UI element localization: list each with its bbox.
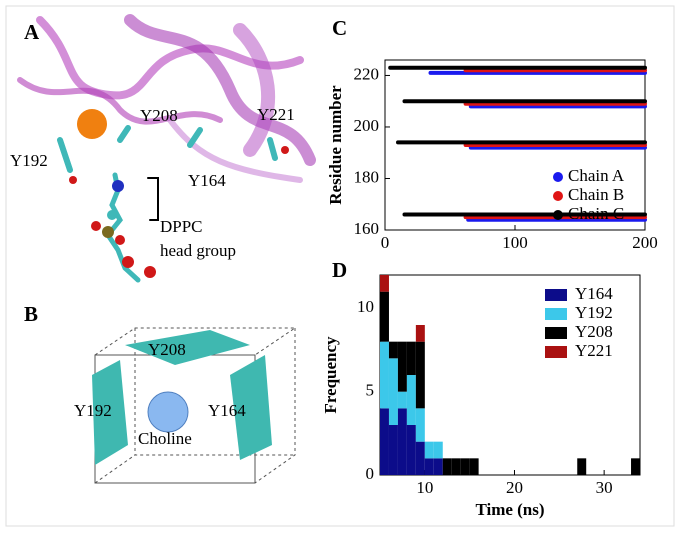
residue-label: Y164 <box>208 401 246 420</box>
residue-label: Y164 <box>188 171 226 190</box>
histogram-segment <box>397 391 407 409</box>
histogram-segment <box>415 341 425 409</box>
residue-label: Y192 <box>10 151 48 170</box>
histogram-segment <box>380 408 389 475</box>
residue-label: Y192 <box>74 401 112 420</box>
y-axis-label: Frequency <box>321 336 340 414</box>
legend-label: Y164 <box>575 284 613 303</box>
legend-label: Chain C <box>568 204 624 223</box>
frame <box>5 5 675 527</box>
atoms <box>69 146 289 278</box>
legend-label: Y208 <box>575 322 613 341</box>
histogram-segment <box>433 441 443 459</box>
histogram-segment <box>415 325 425 342</box>
histogram-segment <box>460 458 470 475</box>
y-tick-label: 200 <box>354 116 380 135</box>
histogram-segment <box>406 341 416 375</box>
histogram-segment <box>380 275 389 292</box>
legend-marker <box>545 346 567 358</box>
y-tick-label: 0 <box>366 464 375 483</box>
panel-label: D <box>332 258 347 282</box>
histogram-segment <box>406 425 416 475</box>
lipid-label: DPPC <box>160 217 203 236</box>
histogram-segment <box>469 458 479 475</box>
lipid-label: head group <box>160 241 236 260</box>
legend-marker <box>545 308 567 320</box>
histogram-segment <box>424 441 434 459</box>
ion <box>77 109 107 139</box>
protein-illustration <box>17 14 316 283</box>
histogram-segment <box>388 341 398 359</box>
histogram-segment <box>380 291 389 342</box>
legend-marker <box>545 327 567 339</box>
choline-sphere <box>147 391 189 433</box>
x-tick-label: 100 <box>502 233 528 252</box>
histogram-segment <box>424 458 434 475</box>
residue-label: Y208 <box>140 106 178 125</box>
panel-label: A <box>24 20 40 44</box>
residue-label: Y221 <box>257 105 295 124</box>
histogram-segment <box>433 458 443 475</box>
legend-label: Chain B <box>568 185 624 204</box>
x-tick-label: 20 <box>506 478 523 497</box>
panel-label: B <box>24 302 38 326</box>
x-tick-label: 10 <box>416 478 433 497</box>
legend-marker <box>553 172 563 182</box>
x-axis-label: Time (ns) <box>475 500 544 519</box>
histogram-segment <box>406 375 416 425</box>
legend-label: Y221 <box>575 341 613 360</box>
histogram-segment <box>631 458 640 475</box>
histogram-segment <box>380 341 389 409</box>
x-tick-label: 200 <box>632 233 658 252</box>
histogram-segment <box>577 458 587 475</box>
histogram-segment <box>442 458 452 475</box>
x-tick-label: 30 <box>596 478 613 497</box>
x-tick-label: 0 <box>381 233 390 252</box>
histogram-segment <box>397 408 407 475</box>
center-label: Choline <box>138 429 192 448</box>
legend-marker <box>553 210 563 220</box>
histogram-segment <box>397 341 407 392</box>
ring <box>230 355 272 460</box>
residue-label: Y208 <box>148 340 186 359</box>
y-tick-label: 160 <box>354 219 380 238</box>
legend-label: Y192 <box>575 303 613 322</box>
ring <box>92 360 128 465</box>
y-tick-label: 220 <box>354 64 380 83</box>
y-axis-label: Residue number <box>326 85 345 205</box>
histogram-segment <box>415 408 425 442</box>
histogram-segment <box>415 441 425 475</box>
panel-label: C <box>332 16 347 40</box>
y-tick-label: 5 <box>366 381 375 400</box>
histogram-segment <box>451 458 461 475</box>
histogram-segment <box>388 358 398 425</box>
ring <box>125 330 250 365</box>
y-tick-label: 10 <box>357 297 374 316</box>
histogram-segment <box>388 425 398 475</box>
y-tick-label: 180 <box>354 167 380 186</box>
legend-marker <box>545 289 567 301</box>
legend-label: Chain A <box>568 166 625 185</box>
legend-marker <box>553 191 563 201</box>
